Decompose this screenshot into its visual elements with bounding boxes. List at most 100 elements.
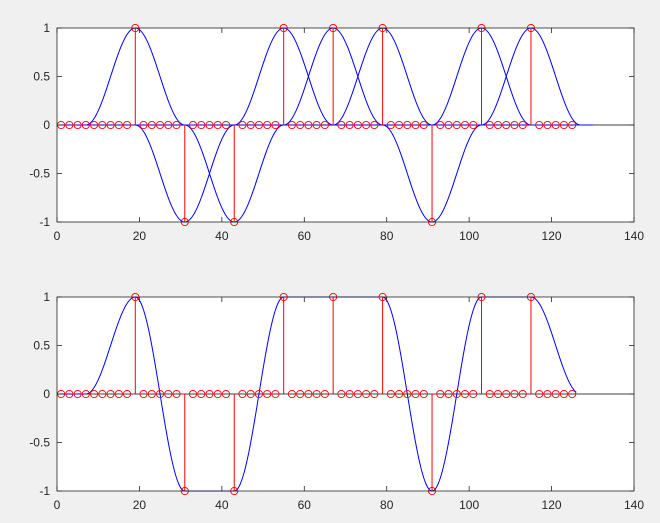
- stem-marker: [98, 120, 107, 130]
- stem-marker: [81, 120, 90, 130]
- stem-marker: [73, 389, 82, 399]
- stem-marker: [296, 389, 305, 399]
- x-tick-label: 60: [298, 229, 312, 243]
- stem-marker: [164, 120, 173, 130]
- x-tick-label: 20: [133, 229, 147, 243]
- stem-marker: [312, 120, 321, 130]
- stem-marker: [139, 389, 148, 399]
- stem-marker: [493, 389, 503, 399]
- x-tick-label: 140: [624, 229, 644, 243]
- stem-marker: [221, 389, 231, 399]
- x-tick-label: 40: [215, 498, 229, 512]
- stem-marker: [444, 120, 453, 130]
- stem-marker: [411, 389, 420, 399]
- stem-marker: [147, 389, 156, 399]
- stem-marker: [337, 389, 346, 399]
- stem-marker: [370, 389, 379, 399]
- stem-marker: [469, 389, 478, 399]
- stem-marker: [188, 389, 198, 399]
- stem-marker: [452, 389, 461, 399]
- stem-marker: [98, 389, 107, 399]
- stem-marker: [114, 389, 123, 399]
- stem-marker: [551, 389, 560, 399]
- stem-marker: [543, 120, 552, 130]
- stem-marker: [370, 120, 379, 130]
- stem-marker: [403, 120, 412, 130]
- stem-marker: [296, 120, 305, 130]
- stem-marker: [518, 120, 527, 130]
- stem-marker: [419, 389, 428, 399]
- stem-marker: [395, 120, 404, 130]
- stem-marker: [345, 389, 354, 399]
- stem-marker: [114, 120, 123, 130]
- stem-marker: [254, 120, 264, 130]
- y-tick-label: 1: [43, 21, 50, 35]
- stem-marker: [246, 389, 255, 399]
- x-tick-label: 120: [542, 498, 562, 512]
- stem-marker: [460, 389, 470, 399]
- stem-marker: [155, 389, 165, 399]
- stem-marker: [172, 389, 181, 399]
- stem-marker: [386, 120, 395, 130]
- x-tick-label: 0: [54, 229, 61, 243]
- stem-marker: [353, 120, 362, 130]
- stem-marker: [197, 120, 206, 130]
- stem-marker: [493, 120, 503, 130]
- stem-marker: [73, 120, 82, 130]
- stem-marker: [238, 120, 247, 130]
- x-tick-label: 0: [54, 498, 61, 512]
- x-tick-label: 20: [133, 498, 147, 512]
- stem-marker: [254, 389, 264, 399]
- stem-marker: [568, 120, 577, 130]
- stem-marker: [362, 389, 371, 399]
- stem-marker: [139, 120, 148, 130]
- stem-marker: [362, 120, 371, 130]
- stem-marker: [90, 120, 99, 130]
- y-tick-label: -1: [39, 215, 50, 229]
- stem-marker: [353, 389, 362, 399]
- stem-marker: [304, 389, 313, 399]
- stem-marker: [411, 120, 420, 130]
- stem-marker: [164, 389, 173, 399]
- stem-marker: [419, 120, 428, 130]
- stem-marker: [502, 120, 511, 130]
- stem-marker: [337, 120, 346, 130]
- stem-marker: [205, 120, 214, 130]
- stem-marker: [271, 389, 280, 399]
- stem-marker: [535, 389, 544, 399]
- stem-marker: [263, 389, 272, 399]
- x-tick-label: 140: [624, 498, 644, 512]
- stem-marker: [304, 120, 313, 130]
- stem-marker: [485, 120, 494, 130]
- x-tick-label: 100: [459, 498, 479, 512]
- stem-marker: [312, 389, 321, 399]
- stem-marker: [559, 120, 568, 130]
- stem-marker: [221, 120, 231, 130]
- y-tick-label: 0: [43, 387, 50, 401]
- stem-marker: [106, 120, 115, 130]
- stem-marker: [81, 389, 90, 399]
- stem-marker: [510, 389, 519, 399]
- stem-marker: [345, 120, 354, 130]
- stem-marker: [469, 120, 478, 130]
- stem-marker: [213, 389, 222, 399]
- y-tick-label: 0.5: [33, 339, 50, 353]
- stem-marker: [320, 389, 329, 399]
- stem-marker: [460, 120, 470, 130]
- top-plot: 0 20 40 60 80 100 120 140 -1 -0.5 0 0.5 1: [29, 21, 644, 243]
- stem-marker: [395, 389, 404, 399]
- x-tick-label: 120: [542, 229, 562, 243]
- stem-marker: [106, 389, 115, 399]
- stem-marker: [246, 120, 255, 130]
- stem-marker: [320, 120, 329, 130]
- stem-marker: [123, 389, 132, 399]
- x-tick-label: 80: [380, 498, 394, 512]
- x-tick-label: 100: [459, 229, 479, 243]
- stem-marker: [568, 389, 577, 399]
- stem-marker: [155, 120, 165, 130]
- stem-marker: [263, 120, 272, 130]
- stem-marker: [123, 120, 132, 130]
- stem-marker: [271, 120, 280, 130]
- stem-marker: [543, 389, 552, 399]
- x-tick-label: 60: [298, 498, 312, 512]
